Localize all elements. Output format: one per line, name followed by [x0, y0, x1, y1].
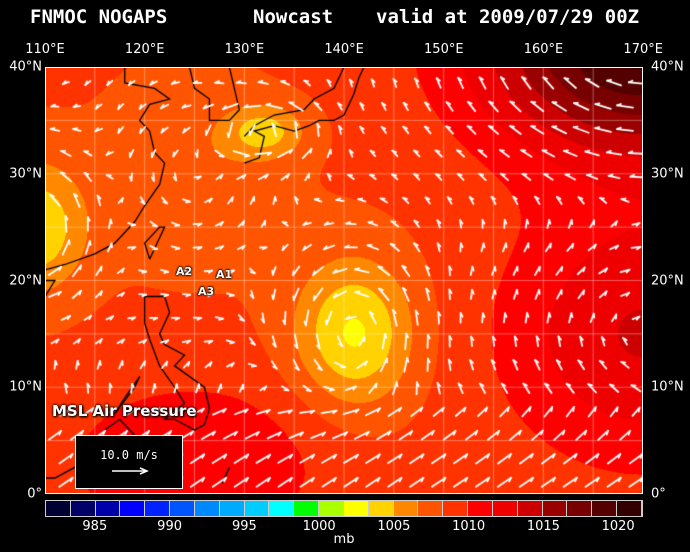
colorbar-tick-label: 1020 — [601, 519, 635, 534]
lat-label-left: 20°N — [9, 273, 42, 288]
colorbar-swatch — [244, 501, 270, 516]
colorbar-swatch — [343, 501, 369, 516]
arrow-right-icon — [112, 467, 149, 475]
colorbar-tick-label: 1000 — [302, 519, 336, 534]
lat-label-left: 0° — [27, 486, 42, 502]
colorbar-swatch — [443, 501, 469, 516]
lat-label-right: 30°N — [651, 166, 684, 182]
map-frame — [45, 67, 643, 494]
colorbar-swatch — [294, 501, 320, 516]
colorbar-swatch — [492, 501, 518, 516]
colorbar-swatch — [393, 501, 419, 516]
colorbar-tick-label: 1010 — [452, 519, 486, 534]
colorbar-swatch — [145, 501, 171, 516]
pressure-wind-map — [45, 67, 643, 494]
valid-time: valid at 2009/07/29 00Z — [376, 6, 640, 28]
colorbar-swatch — [368, 501, 394, 516]
colorbar-swatch — [542, 501, 568, 516]
lon-label: 160°E — [523, 42, 564, 57]
lat-label-right: 20°N — [651, 273, 684, 288]
colorbar-swatch — [219, 501, 245, 516]
lat-label-right: 40°N — [651, 59, 684, 75]
marker-a1: A1 — [216, 268, 233, 281]
colorbar-swatch — [617, 501, 642, 516]
lon-label: 140°E — [324, 42, 364, 57]
colorbar-tick-label: 990 — [157, 519, 183, 534]
colorbar-swatch — [592, 501, 618, 516]
colorbar-swatch — [70, 501, 96, 516]
colorbar-swatch — [319, 501, 344, 516]
colorbar-swatch — [46, 501, 71, 516]
lon-label: 110°E — [25, 42, 65, 57]
colorbar-swatch — [567, 501, 593, 516]
colorbar-tick-label: 995 — [231, 519, 257, 534]
colorbar-swatch — [517, 501, 543, 516]
colorbar-swatch — [194, 501, 220, 516]
lat-label-right: 10°N — [651, 379, 684, 395]
colorbar-unit: mb — [333, 532, 355, 547]
colorbar-swatch — [170, 501, 195, 516]
model-title: FNMOC NOGAPS — [30, 6, 168, 28]
vector-reference-box: 10.0 m/s — [75, 435, 183, 489]
lon-label: 150°E — [424, 42, 464, 57]
lat-label-left: 10°N — [9, 379, 42, 395]
layer-label: MSL Air Pressure — [52, 402, 197, 420]
colorbar-swatch — [418, 501, 444, 516]
product-title: Nowcast — [253, 6, 334, 28]
lon-label: 170°E — [623, 42, 663, 57]
lat-label-left: 40°N — [9, 59, 42, 75]
colorbar-swatch — [269, 501, 295, 516]
colorbar-swatch — [95, 501, 121, 516]
lon-label: 130°E — [224, 42, 265, 57]
vector-reference-label: 10.0 m/s — [100, 448, 158, 462]
colorbar-swatch — [468, 501, 493, 516]
colorbar-tick-label: 985 — [82, 519, 108, 534]
lat-label-left: 30°N — [9, 166, 42, 182]
marker-a3: A3 — [198, 285, 215, 298]
marker-a2: A2 — [176, 265, 193, 278]
colorbar-tick-label: 1015 — [526, 519, 560, 534]
lat-label-right: 0° — [651, 486, 666, 502]
colorbar-swatch — [120, 501, 146, 516]
colorbar — [45, 500, 643, 517]
colorbar-tick-label: 1005 — [377, 519, 411, 534]
lon-label: 120°E — [124, 42, 165, 57]
